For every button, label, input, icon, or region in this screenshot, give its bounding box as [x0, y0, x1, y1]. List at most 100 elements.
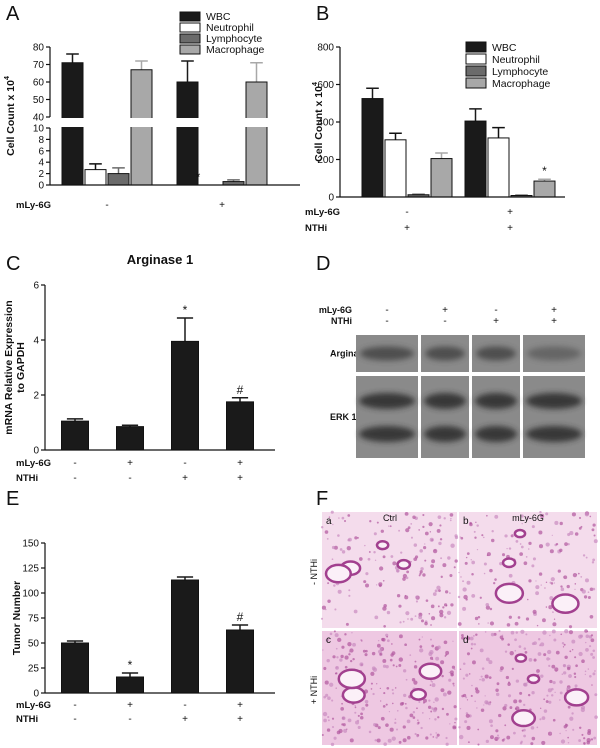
tissue-speck: [341, 516, 345, 520]
tissue-speck: [428, 718, 431, 720]
tissue-speck: [327, 719, 330, 722]
tissue-speck: [501, 553, 506, 557]
tissue-speck: [548, 605, 553, 610]
tissue-speck: [474, 536, 477, 539]
tissue-speck: [355, 720, 360, 725]
airway: [513, 528, 527, 539]
tissue-speck: [459, 734, 464, 740]
tissue-speck: [414, 555, 419, 559]
tissue-speck: [587, 595, 591, 599]
tissue-speck: [495, 692, 500, 697]
tissue-speck: [414, 660, 417, 663]
tissue-speck: [450, 673, 454, 677]
tissue-speck: [389, 727, 394, 732]
y-axis-label-sup: 4: [4, 76, 11, 80]
tissue-speck: [476, 524, 479, 527]
tissue-speck: [427, 705, 432, 709]
tissue-speck: [405, 576, 409, 580]
tissue-speck: [442, 563, 447, 568]
x-row-label: mLy-6G: [16, 700, 51, 711]
tissue-speck: [511, 667, 514, 670]
x-row-value: +: [219, 200, 225, 211]
blot-band: [359, 426, 415, 442]
tissue-speck: [592, 656, 595, 659]
tissue-speck: [544, 587, 546, 589]
tissue-speck: [370, 688, 373, 690]
tissue-speck: [453, 726, 455, 729]
tissue-speck: [403, 693, 407, 698]
tissue-speck: [554, 520, 559, 525]
tissue-speck: [406, 570, 410, 574]
airway: [337, 668, 367, 690]
y-axis-label-text: Cell Count x 10: [313, 86, 325, 162]
x-row-label: NTHi: [16, 473, 38, 484]
tissue-speck: [520, 545, 524, 549]
tissue-speck: [504, 534, 508, 538]
tissue-speck: [346, 728, 348, 730]
tissue-speck: [540, 513, 545, 518]
tissue-speck: [350, 659, 353, 663]
tissue-speck: [434, 589, 438, 593]
x-row-value: -: [183, 700, 186, 711]
bar: [245, 81, 268, 186]
tissue-speck: [423, 698, 427, 703]
tissue-speck: [447, 690, 452, 695]
tissue-speck: [545, 542, 550, 547]
tissue-speck: [578, 726, 582, 730]
tissue-speck: [392, 664, 395, 667]
tissue-speck: [477, 728, 480, 731]
tissue-speck: [513, 731, 516, 735]
y-axis-label: Cell Count x 104: [4, 76, 17, 156]
tissue-speck: [371, 651, 376, 656]
tissue-speck: [386, 635, 389, 638]
tissue-speck: [435, 656, 440, 661]
tissue-speck: [559, 521, 563, 526]
tissue-speck: [372, 667, 378, 672]
tissue-speck: [508, 573, 513, 578]
tissue-speck: [365, 649, 368, 653]
tissue-speck: [524, 651, 528, 654]
tissue-speck: [538, 544, 544, 549]
tissue-speck: [347, 641, 352, 647]
tissue-speck: [580, 707, 585, 713]
tissue-speck: [437, 605, 440, 608]
tissue-speck: [483, 704, 485, 706]
x-row-label: mLy-6G: [16, 200, 51, 211]
tissue-speck: [489, 568, 493, 573]
y-tick-label: 80: [33, 43, 45, 54]
y-tick-label: 150: [22, 539, 39, 550]
significance-mark: *: [183, 303, 188, 317]
tissue-speck: [539, 644, 542, 647]
tissue-speck: [589, 674, 592, 678]
tissue-speck: [439, 613, 444, 618]
tissue-speck: [412, 716, 416, 719]
tissue-speck: [523, 561, 528, 566]
blot-lane: [421, 376, 469, 458]
tissue-speck: [436, 733, 440, 737]
y-tick-label: 40: [33, 113, 45, 124]
tissue-speck: [572, 572, 578, 578]
tissue-speck: [422, 525, 425, 528]
tissue-speck: [327, 582, 330, 585]
tissue-speck: [331, 699, 334, 702]
y-axis-label: Tumor Number: [11, 581, 23, 655]
tissue-speck: [518, 645, 522, 648]
tissue-speck: [380, 529, 384, 533]
tissue-speck: [574, 656, 577, 659]
tissue-speck: [506, 623, 511, 627]
tissue-speck: [581, 589, 586, 594]
tissue-speck: [382, 606, 387, 611]
tissue-speck: [566, 666, 571, 671]
histology-row-label: + NTHi: [309, 676, 319, 704]
y-axis-label-sup: 4: [312, 82, 319, 86]
tissue-speck: [377, 640, 380, 642]
error-bar: [181, 60, 194, 82]
tissue-speck: [441, 674, 444, 678]
tissue-speck: [418, 638, 421, 641]
tissue-speck: [552, 622, 557, 627]
tissue-speck: [362, 649, 366, 653]
tissue-speck: [461, 633, 464, 637]
tissue-speck: [354, 706, 357, 709]
x-row-value: +: [182, 473, 188, 484]
blot-lane: [523, 376, 585, 458]
